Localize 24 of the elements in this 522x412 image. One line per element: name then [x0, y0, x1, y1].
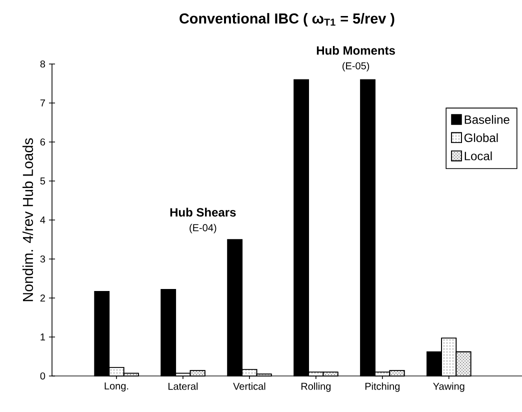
y-tick-label: 0	[40, 372, 46, 380]
y-tick-label: 4	[40, 216, 46, 224]
y-tick-label: 6	[40, 138, 46, 146]
x-tick-label: Long.	[104, 382, 128, 392]
x-tick-label: Yawing	[433, 382, 464, 392]
legend-label: Baseline	[464, 115, 510, 124]
y-tick-label: 8	[40, 60, 46, 68]
x-tick-label: Rolling	[301, 382, 331, 392]
x-tick-label: Pitching	[365, 382, 400, 392]
legend-label: Local	[464, 151, 492, 160]
annotation: Hub Shears	[170, 208, 236, 217]
chart-title: Conventional IBC ( ω$_{T1}$ = 5/rev )	[180, 13, 394, 26]
y-tick-label: 1	[40, 334, 45, 340]
y-tick-label: 5	[40, 177, 46, 184]
x-tick-label: Vertical	[233, 382, 266, 390]
annotation: (E-05)	[342, 62, 370, 72]
x-tick-label: Lateral	[168, 382, 198, 390]
y-tick-label: 3	[40, 255, 46, 263]
y-tick-label: 2	[40, 294, 45, 302]
annotation: (E-04)	[190, 224, 216, 234]
y-tick-label: 7	[40, 100, 45, 106]
text: Hub Moments	[316, 46, 395, 55]
y-axis-title: Nondim. 4/rev Hub Loads	[22, 138, 34, 302]
legend-label: Global	[464, 133, 498, 142]
